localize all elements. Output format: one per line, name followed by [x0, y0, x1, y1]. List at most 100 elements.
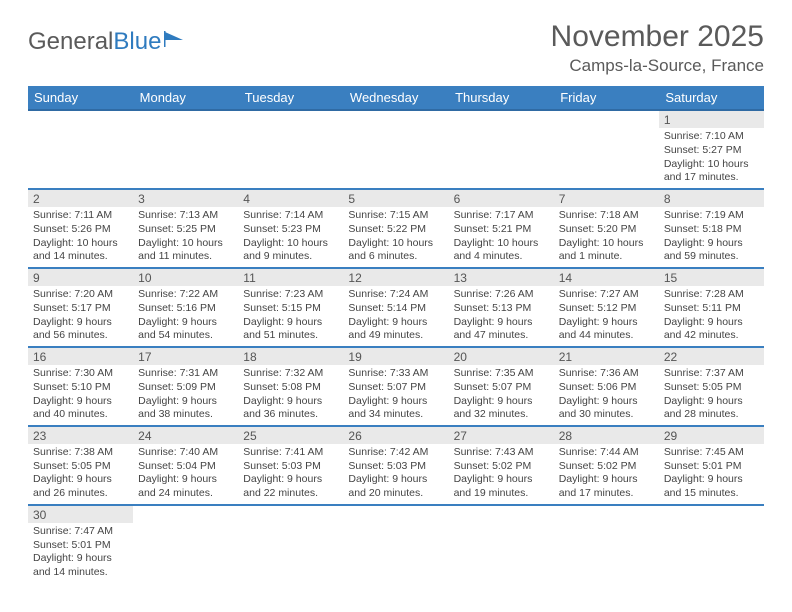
day-details: Sunrise: 7:44 AMSunset: 5:02 PMDaylight:…: [554, 444, 659, 504]
calendar-day-cell: 4Sunrise: 7:14 AMSunset: 5:23 PMDaylight…: [238, 189, 343, 268]
logo-flag-icon: [163, 30, 185, 48]
day-details: Sunrise: 7:31 AMSunset: 5:09 PMDaylight:…: [133, 365, 238, 425]
day-details: Sunrise: 7:20 AMSunset: 5:17 PMDaylight:…: [28, 286, 133, 346]
calendar-day-cell: 1Sunrise: 7:10 AMSunset: 5:27 PMDaylight…: [659, 110, 764, 189]
calendar-table: Sunday Monday Tuesday Wednesday Thursday…: [28, 86, 764, 583]
day-number: 14: [554, 269, 659, 286]
day-details: Sunrise: 7:10 AMSunset: 5:27 PMDaylight:…: [659, 128, 764, 188]
title-month: November 2025: [551, 20, 764, 54]
day-number: 2: [28, 190, 133, 207]
day-number: 5: [343, 190, 448, 207]
day-details: Sunrise: 7:14 AMSunset: 5:23 PMDaylight:…: [238, 207, 343, 267]
calendar-day-cell: 18Sunrise: 7:32 AMSunset: 5:08 PMDayligh…: [238, 347, 343, 426]
calendar-day-cell: [554, 110, 659, 189]
day-details: Sunrise: 7:33 AMSunset: 5:07 PMDaylight:…: [343, 365, 448, 425]
day-details: Sunrise: 7:15 AMSunset: 5:22 PMDaylight:…: [343, 207, 448, 267]
day-number: 20: [449, 348, 554, 365]
calendar-day-cell: 3Sunrise: 7:13 AMSunset: 5:25 PMDaylight…: [133, 189, 238, 268]
calendar-week-row: 2Sunrise: 7:11 AMSunset: 5:26 PMDaylight…: [28, 189, 764, 268]
calendar-day-cell: [449, 110, 554, 189]
logo-text-1: General: [28, 28, 113, 56]
day-number: 24: [133, 427, 238, 444]
weekday-header: Wednesday: [343, 86, 448, 110]
day-number: 17: [133, 348, 238, 365]
day-details: Sunrise: 7:36 AMSunset: 5:06 PMDaylight:…: [554, 365, 659, 425]
calendar-week-row: 30Sunrise: 7:47 AMSunset: 5:01 PMDayligh…: [28, 505, 764, 583]
day-details: Sunrise: 7:11 AMSunset: 5:26 PMDaylight:…: [28, 207, 133, 267]
calendar-day-cell: 9Sunrise: 7:20 AMSunset: 5:17 PMDaylight…: [28, 268, 133, 347]
calendar-day-cell: [659, 505, 764, 583]
day-details: Sunrise: 7:45 AMSunset: 5:01 PMDaylight:…: [659, 444, 764, 504]
calendar-day-cell: [238, 110, 343, 189]
weekday-header: Saturday: [659, 86, 764, 110]
calendar-day-cell: 6Sunrise: 7:17 AMSunset: 5:21 PMDaylight…: [449, 189, 554, 268]
day-number: 12: [343, 269, 448, 286]
calendar-day-cell: [133, 110, 238, 189]
calendar-week-row: 23Sunrise: 7:38 AMSunset: 5:05 PMDayligh…: [28, 426, 764, 505]
day-number: 3: [133, 190, 238, 207]
calendar-day-cell: 20Sunrise: 7:35 AMSunset: 5:07 PMDayligh…: [449, 347, 554, 426]
day-number: 19: [343, 348, 448, 365]
calendar-day-cell: 2Sunrise: 7:11 AMSunset: 5:26 PMDaylight…: [28, 189, 133, 268]
day-number: 22: [659, 348, 764, 365]
day-details: Sunrise: 7:40 AMSunset: 5:04 PMDaylight:…: [133, 444, 238, 504]
calendar-day-cell: 27Sunrise: 7:43 AMSunset: 5:02 PMDayligh…: [449, 426, 554, 505]
day-details: Sunrise: 7:47 AMSunset: 5:01 PMDaylight:…: [28, 523, 133, 583]
day-details: Sunrise: 7:23 AMSunset: 5:15 PMDaylight:…: [238, 286, 343, 346]
weekday-header: Tuesday: [238, 86, 343, 110]
day-number: 1: [659, 111, 764, 128]
weekday-header: Thursday: [449, 86, 554, 110]
calendar-day-cell: [343, 505, 448, 583]
day-number: 9: [28, 269, 133, 286]
weekday-header: Friday: [554, 86, 659, 110]
header: GeneralBlue November 2025 Camps-la-Sourc…: [28, 20, 764, 76]
calendar-day-cell: 26Sunrise: 7:42 AMSunset: 5:03 PMDayligh…: [343, 426, 448, 505]
day-details: Sunrise: 7:38 AMSunset: 5:05 PMDaylight:…: [28, 444, 133, 504]
calendar-day-cell: 29Sunrise: 7:45 AMSunset: 5:01 PMDayligh…: [659, 426, 764, 505]
calendar-day-cell: 8Sunrise: 7:19 AMSunset: 5:18 PMDaylight…: [659, 189, 764, 268]
day-number: 21: [554, 348, 659, 365]
calendar-day-cell: 12Sunrise: 7:24 AMSunset: 5:14 PMDayligh…: [343, 268, 448, 347]
calendar-day-cell: [28, 110, 133, 189]
day-details: Sunrise: 7:17 AMSunset: 5:21 PMDaylight:…: [449, 207, 554, 267]
weekday-header-row: Sunday Monday Tuesday Wednesday Thursday…: [28, 86, 764, 110]
day-number: 30: [28, 506, 133, 523]
calendar-day-cell: 13Sunrise: 7:26 AMSunset: 5:13 PMDayligh…: [449, 268, 554, 347]
calendar-day-cell: 21Sunrise: 7:36 AMSunset: 5:06 PMDayligh…: [554, 347, 659, 426]
calendar-day-cell: 28Sunrise: 7:44 AMSunset: 5:02 PMDayligh…: [554, 426, 659, 505]
day-details: Sunrise: 7:41 AMSunset: 5:03 PMDaylight:…: [238, 444, 343, 504]
day-details: Sunrise: 7:28 AMSunset: 5:11 PMDaylight:…: [659, 286, 764, 346]
day-details: Sunrise: 7:42 AMSunset: 5:03 PMDaylight:…: [343, 444, 448, 504]
day-number: 23: [28, 427, 133, 444]
day-details: Sunrise: 7:26 AMSunset: 5:13 PMDaylight:…: [449, 286, 554, 346]
calendar-day-cell: [343, 110, 448, 189]
calendar-day-cell: 5Sunrise: 7:15 AMSunset: 5:22 PMDaylight…: [343, 189, 448, 268]
day-number: 28: [554, 427, 659, 444]
day-number: 6: [449, 190, 554, 207]
day-details: Sunrise: 7:24 AMSunset: 5:14 PMDaylight:…: [343, 286, 448, 346]
day-details: Sunrise: 7:37 AMSunset: 5:05 PMDaylight:…: [659, 365, 764, 425]
day-details: Sunrise: 7:32 AMSunset: 5:08 PMDaylight:…: [238, 365, 343, 425]
calendar-week-row: 9Sunrise: 7:20 AMSunset: 5:17 PMDaylight…: [28, 268, 764, 347]
logo-text-2: Blue: [113, 28, 161, 56]
weekday-header: Monday: [133, 86, 238, 110]
title-location: Camps-la-Source, France: [551, 56, 764, 76]
day-number: 26: [343, 427, 448, 444]
calendar-day-cell: 22Sunrise: 7:37 AMSunset: 5:05 PMDayligh…: [659, 347, 764, 426]
day-number: 10: [133, 269, 238, 286]
day-number: 16: [28, 348, 133, 365]
day-details: Sunrise: 7:43 AMSunset: 5:02 PMDaylight:…: [449, 444, 554, 504]
logo: GeneralBlue: [28, 20, 185, 56]
day-number: 25: [238, 427, 343, 444]
calendar-day-cell: 25Sunrise: 7:41 AMSunset: 5:03 PMDayligh…: [238, 426, 343, 505]
calendar-day-cell: 11Sunrise: 7:23 AMSunset: 5:15 PMDayligh…: [238, 268, 343, 347]
day-number: 8: [659, 190, 764, 207]
calendar-day-cell: 30Sunrise: 7:47 AMSunset: 5:01 PMDayligh…: [28, 505, 133, 583]
calendar-week-row: 16Sunrise: 7:30 AMSunset: 5:10 PMDayligh…: [28, 347, 764, 426]
calendar-day-cell: 23Sunrise: 7:38 AMSunset: 5:05 PMDayligh…: [28, 426, 133, 505]
day-details: Sunrise: 7:30 AMSunset: 5:10 PMDaylight:…: [28, 365, 133, 425]
day-details: Sunrise: 7:27 AMSunset: 5:12 PMDaylight:…: [554, 286, 659, 346]
calendar-day-cell: [449, 505, 554, 583]
day-details: Sunrise: 7:22 AMSunset: 5:16 PMDaylight:…: [133, 286, 238, 346]
calendar-day-cell: 14Sunrise: 7:27 AMSunset: 5:12 PMDayligh…: [554, 268, 659, 347]
